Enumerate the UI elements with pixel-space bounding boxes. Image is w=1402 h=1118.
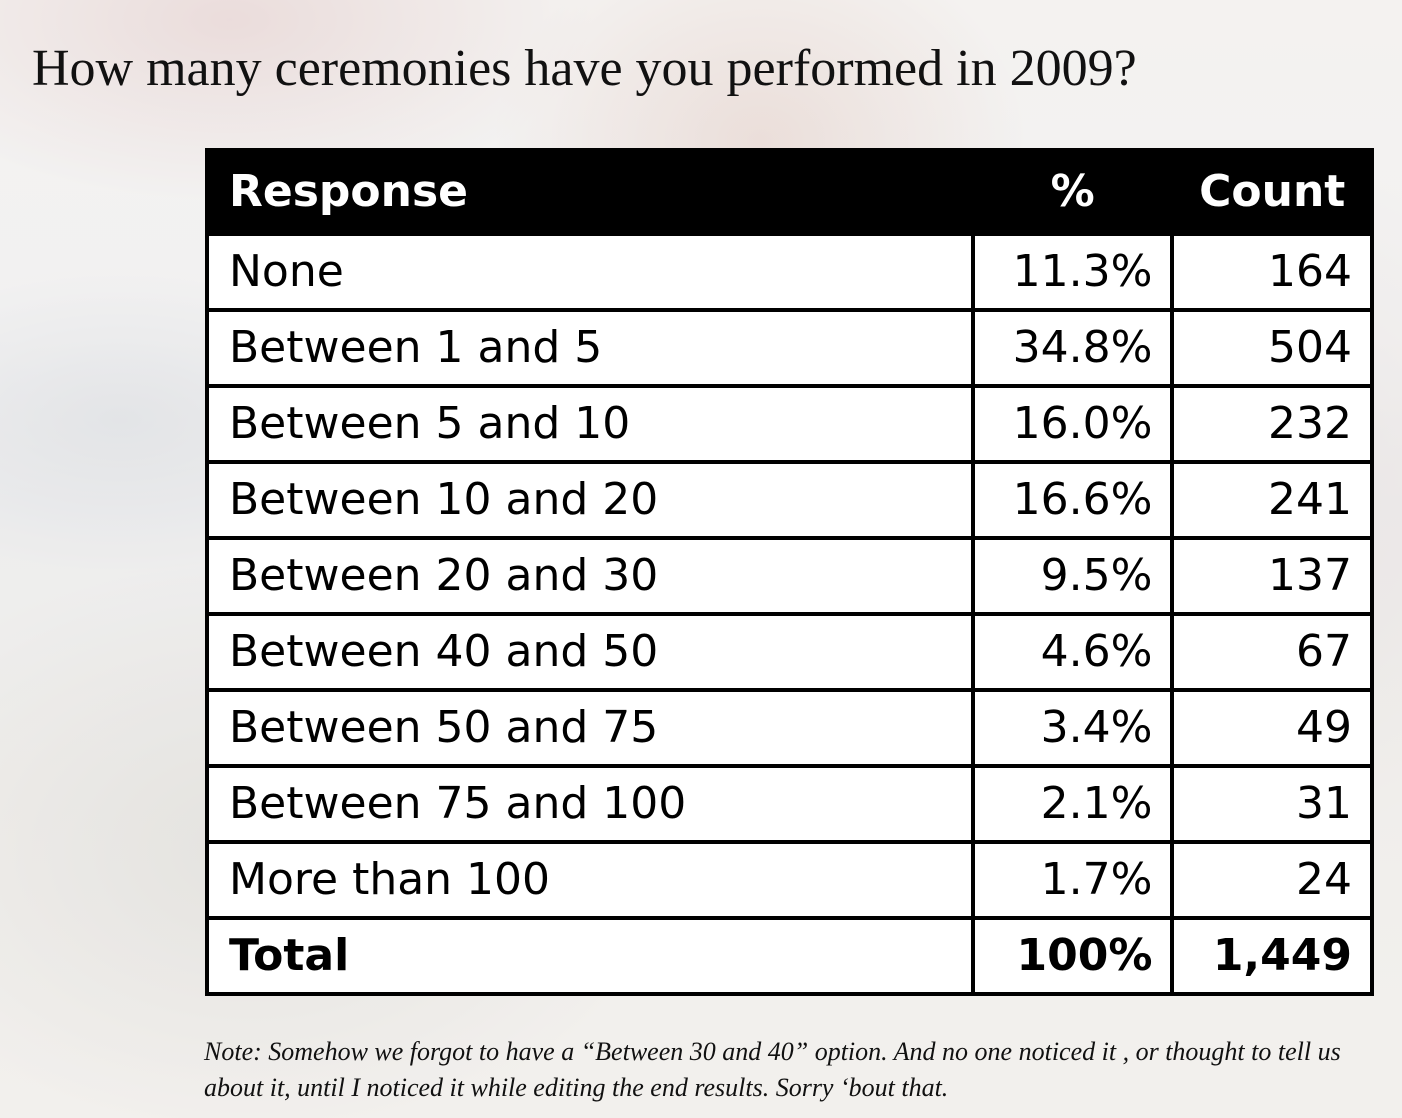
- table-row: Between 10 and 20 16.6% 241: [205, 460, 1374, 540]
- cell-response: Between 10 and 20: [205, 460, 975, 540]
- cell-percent: 4.6%: [970, 612, 1175, 692]
- total-percent: 100%: [970, 916, 1175, 996]
- header-count: Count: [1170, 148, 1374, 236]
- cell-count: 31: [1170, 764, 1374, 844]
- page-title: How many ceremonies have you performed i…: [32, 40, 1137, 97]
- cell-percent: 2.1%: [970, 764, 1175, 844]
- cell-response: Between 75 and 100: [205, 764, 975, 844]
- table-body: None 11.3% 164 Between 1 and 5 34.8% 504…: [205, 232, 1374, 996]
- table-row: None 11.3% 164: [205, 232, 1374, 312]
- cell-response: Between 1 and 5: [205, 308, 975, 388]
- total-count: 1,449: [1170, 916, 1374, 996]
- cell-count: 164: [1170, 232, 1374, 312]
- cell-percent: 11.3%: [970, 232, 1175, 312]
- cell-count: 232: [1170, 384, 1374, 464]
- header-row: Response % Count: [205, 148, 1374, 236]
- header-response: Response: [205, 148, 975, 236]
- cell-count: 241: [1170, 460, 1374, 540]
- cell-percent: 16.0%: [970, 384, 1175, 464]
- cell-count: 24: [1170, 840, 1374, 920]
- cell-count: 137: [1170, 536, 1374, 616]
- cell-percent: 16.6%: [970, 460, 1175, 540]
- cell-count: 504: [1170, 308, 1374, 388]
- table-row: More than 100 1.7% 24: [205, 840, 1374, 920]
- table-row: Between 5 and 10 16.0% 232: [205, 384, 1374, 464]
- cell-percent: 3.4%: [970, 688, 1175, 768]
- table-row: Between 50 and 75 3.4% 49: [205, 688, 1374, 768]
- cell-response: Between 50 and 75: [205, 688, 975, 768]
- header-percent: %: [970, 148, 1175, 236]
- table-row: Between 20 and 30 9.5% 137: [205, 536, 1374, 616]
- total-label: Total: [205, 916, 975, 996]
- table-row: Between 40 and 50 4.6% 67: [205, 612, 1374, 692]
- table-row: Between 75 and 100 2.1% 31: [205, 764, 1374, 844]
- cell-count: 49: [1170, 688, 1374, 768]
- cell-response: Between 20 and 30: [205, 536, 975, 616]
- cell-percent: 9.5%: [970, 536, 1175, 616]
- footnote: Note: Somehow we forgot to have a “Betwe…: [204, 1037, 1341, 1102]
- cell-response: Between 5 and 10: [205, 384, 975, 464]
- cell-percent: 34.8%: [970, 308, 1175, 388]
- results-table: Response % Count None 11.3% 164 Between …: [205, 148, 1374, 996]
- cell-response: Between 40 and 50: [205, 612, 975, 692]
- total-row: Total 100% 1,449: [205, 916, 1374, 996]
- cell-percent: 1.7%: [970, 840, 1175, 920]
- table-row: Between 1 and 5 34.8% 504: [205, 308, 1374, 388]
- cell-count: 67: [1170, 612, 1374, 692]
- cell-response: None: [205, 232, 975, 312]
- table-header: Response % Count: [205, 148, 1374, 236]
- cell-response: More than 100: [205, 840, 975, 920]
